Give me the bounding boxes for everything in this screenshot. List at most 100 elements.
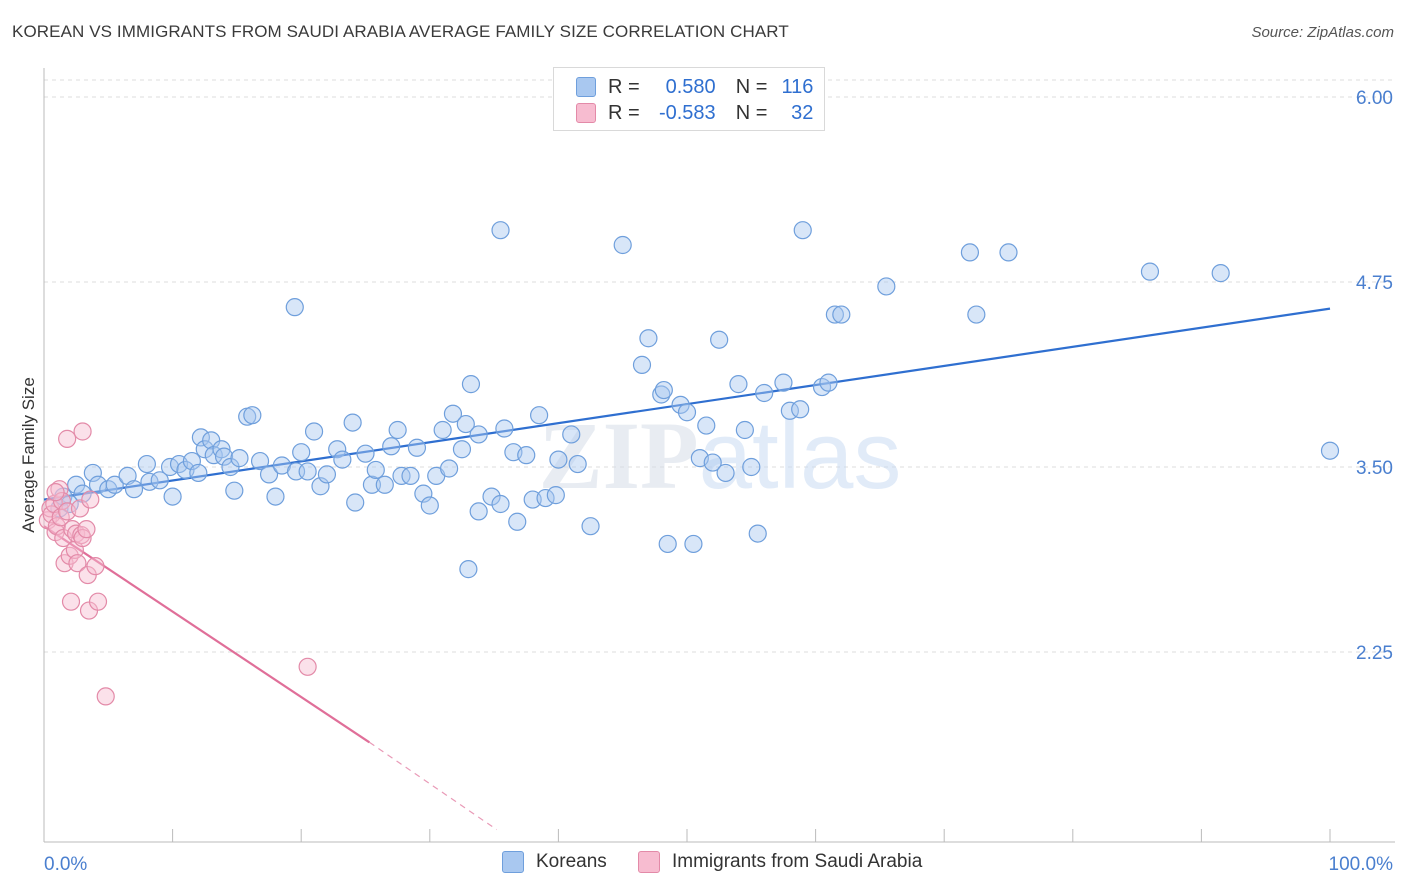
x-tick-labels: 0.0% 100.0% (44, 854, 1393, 875)
point-koreans (1320, 441, 1340, 460)
point-koreans (343, 413, 362, 432)
point-koreans (259, 465, 279, 484)
point-koreans (491, 221, 510, 240)
point-koreans (568, 454, 587, 474)
series-swatch-koreans (502, 851, 524, 873)
point-koreans (250, 451, 270, 471)
point-koreans (137, 454, 156, 474)
point-koreans (819, 373, 838, 392)
point-koreans (632, 355, 652, 374)
point-koreans (742, 457, 761, 477)
point-koreans (214, 447, 234, 466)
trend-lines (43, 307, 1331, 831)
point-koreans (439, 459, 459, 478)
point-koreans (1140, 262, 1160, 281)
y-tick-label: 2.25 (1356, 643, 1393, 664)
legend-swatch-saudi (576, 103, 596, 123)
point-koreans (124, 480, 144, 499)
point-koreans (420, 496, 439, 515)
grid-lines (44, 79, 1395, 653)
point-koreans (671, 395, 690, 414)
point-koreans (67, 475, 86, 494)
legend-swatch-koreans (576, 77, 596, 97)
point-koreans (735, 420, 754, 440)
point-koreans (362, 475, 382, 494)
point-koreans (191, 428, 210, 447)
x-tick-label: 0.0% (44, 854, 87, 875)
point-koreans (748, 524, 767, 543)
point-saudi (68, 554, 87, 573)
point-saudi (77, 520, 96, 539)
point-koreans (443, 404, 463, 423)
legend-n-label: N = (735, 75, 768, 98)
point-koreans (495, 419, 514, 438)
point-koreans (459, 560, 478, 579)
point-saudi (47, 517, 66, 536)
point-koreans (546, 486, 565, 505)
legend-n-value: 116 (781, 75, 814, 98)
point-koreans (225, 481, 244, 500)
legend-row-saudi: R = -0.583 N = 32 (576, 101, 813, 125)
point-koreans (999, 243, 1018, 262)
point-koreans (433, 420, 452, 440)
legend-r-value: -0.583 (658, 101, 716, 124)
point-koreans (613, 235, 632, 255)
point-koreans (388, 420, 407, 440)
point-koreans (639, 329, 658, 348)
y-axis-title: Average Family Size (19, 377, 38, 533)
point-koreans (716, 463, 735, 483)
point-koreans (356, 444, 375, 463)
correlation-legend: R = 0.580 N = 116 R = -0.583 N = 32 (553, 67, 825, 131)
point-koreans (456, 414, 475, 434)
point-koreans (407, 438, 427, 457)
point-koreans (346, 493, 365, 512)
series-swatch-saudi (638, 851, 660, 873)
point-koreans (304, 422, 324, 441)
series-legend: Koreans Immigrants from Saudi Arabia (0, 851, 1406, 877)
point-saudi (52, 491, 72, 511)
point-koreans (212, 440, 231, 459)
point-saudi (88, 592, 108, 611)
point-saudi (81, 490, 100, 509)
series-label-saudi: Immigrants from Saudi Arabia (672, 851, 923, 872)
point-koreans (832, 305, 851, 324)
legend-r-value: 0.580 (665, 75, 716, 98)
point-koreans (243, 406, 262, 425)
point-saudi (60, 546, 79, 565)
axes (43, 68, 1395, 843)
point-koreans (298, 462, 317, 481)
point-koreans (105, 475, 124, 494)
point-koreans (461, 375, 481, 394)
legend-n-label: N = (735, 101, 768, 124)
point-koreans (536, 488, 555, 508)
point-koreans (414, 484, 433, 503)
point-koreans (791, 400, 810, 419)
point-saudi (73, 422, 92, 441)
point-koreans (517, 446, 536, 465)
y-tick-label: 3.50 (1356, 458, 1393, 479)
point-koreans (366, 460, 385, 480)
source-credit: Source: ZipAtlas.com (1251, 24, 1394, 41)
point-koreans (469, 502, 488, 521)
series-label-koreans: Koreans (536, 851, 607, 872)
chart-title: KOREAN VS IMMIGRANTS FROM SAUDI ARABIA A… (12, 22, 789, 41)
point-koreans (189, 463, 208, 483)
point-koreans (654, 380, 673, 400)
point-koreans (697, 416, 716, 435)
trend-line-saudi (43, 525, 370, 744)
point-koreans (452, 440, 472, 459)
x-tick-label: 100.0% (1329, 854, 1394, 875)
y-tick-label: 6.00 (1356, 88, 1393, 109)
point-koreans (491, 494, 510, 514)
series-legend-koreans[interactable]: Koreans (502, 851, 607, 873)
point-koreans (311, 477, 330, 496)
point-koreans (581, 517, 600, 536)
point-koreans (328, 440, 347, 459)
series-legend-saudi[interactable]: Immigrants from Saudi Arabia (638, 851, 922, 873)
point-koreans (967, 305, 986, 324)
trend-extension-saudi (369, 741, 498, 831)
point-koreans (150, 471, 169, 490)
point-koreans (677, 403, 697, 422)
point-koreans (774, 373, 793, 392)
point-saudi (298, 657, 317, 676)
